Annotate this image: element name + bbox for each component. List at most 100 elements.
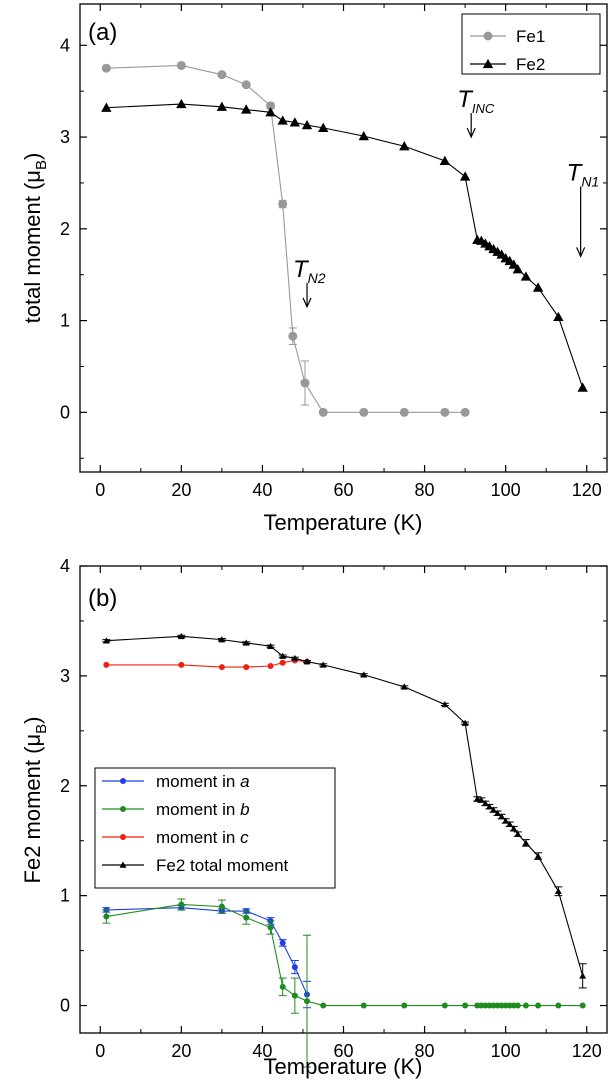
data-point [279,983,286,990]
annotation-label-n2: TN2 [293,256,326,286]
y-tick-label: 2 [60,219,70,239]
data-point [359,407,369,417]
data-point [119,861,127,868]
data-point [267,662,274,669]
data-point [482,58,494,69]
panel-label: (b) [88,585,117,612]
data-point [579,972,587,979]
data-point [441,1002,448,1009]
annotation-arrowhead [302,297,312,309]
series-fe2-total-moment [102,632,587,989]
data-point [120,834,126,840]
x-tick-label: 40 [252,1041,272,1061]
data-point [101,63,111,73]
data-point [399,141,410,151]
data-point [267,642,274,649]
y-tick-label: 2 [60,776,70,796]
data-point [265,107,276,117]
data-point [579,1002,586,1009]
data-point [218,636,226,643]
y-tick-label: 0 [60,402,70,422]
data-point [510,825,518,832]
y-axis-title: Fe2 moment (μB) [20,717,50,884]
data-point [502,817,510,824]
data-point [532,282,544,292]
data-point [101,102,112,112]
x-axis-title: Temperature (K) [264,1054,423,1079]
data-point [217,70,227,80]
data-point [318,122,329,133]
legend-label: moment in c [156,828,249,847]
data-point [266,101,276,111]
x-tick-label: 0 [95,480,105,500]
data-point [291,964,298,971]
legend-label: Fe2 [516,55,545,74]
data-point [216,101,228,111]
data-point [439,155,451,166]
series-moment-in-a [102,904,312,1009]
data-point [498,813,506,820]
data-point [360,671,368,678]
annotation-label-n1: TN1 [567,159,600,189]
legend-label: moment in a [156,772,250,791]
data-point [300,378,310,388]
legend-box [94,767,336,889]
legend-box [461,13,601,75]
data-point [441,701,449,708]
data-point [360,1002,367,1009]
x-tick-label: 60 [333,480,353,500]
data-point [242,639,250,646]
legend-label: Fe2 total moment [156,856,289,875]
data-point [401,1002,408,1009]
data-point [267,924,274,931]
data-point [477,796,485,803]
data-point [241,80,251,90]
data-point [462,1002,469,1009]
annotation-label-inc: TINC [457,86,495,116]
data-point [120,778,126,784]
data-point [506,820,514,827]
data-point [461,719,469,726]
data-point [218,664,225,671]
x-tick-label: 120 [572,480,602,500]
data-point [520,271,532,281]
data-point [514,1002,521,1009]
data-point [481,799,489,807]
data-point [178,901,185,908]
data-point [577,382,588,392]
y-tick-label: 4 [60,35,70,55]
data-point [522,839,530,846]
data-point [120,806,126,812]
data-point [176,98,187,109]
data-point [460,407,470,417]
y-tick-label: 3 [60,127,70,147]
data-point [177,632,185,640]
x-tick-label: 20 [171,480,191,500]
data-point [291,992,298,999]
data-point [176,60,186,70]
legend: moment in a moment in b moment in c Fe2 tot… [94,767,336,889]
series-line [106,907,308,995]
y-tick-label: 3 [60,666,70,686]
data-point [473,795,481,802]
y-tick-label: 0 [60,996,70,1016]
data-point [554,887,562,895]
series-line [106,659,308,668]
y-axis-title: total moment (μB) [20,153,50,324]
legend-label: Fe1 [516,27,545,46]
series-moment-in-b [102,898,586,1068]
panel-label: (a) [88,19,117,46]
x-tick-label: 80 [415,1041,435,1061]
x-axis-title: Temperature (K) [264,510,423,535]
data-point [303,658,311,665]
legend-label: moment in b [156,800,250,819]
data-point [241,104,252,114]
data-point [277,115,288,125]
x-tick-label: 20 [171,1041,191,1061]
data-point [534,852,542,859]
data-point [514,830,522,837]
x-tick-label: 80 [415,480,435,500]
y-tick-label: 1 [60,311,70,331]
